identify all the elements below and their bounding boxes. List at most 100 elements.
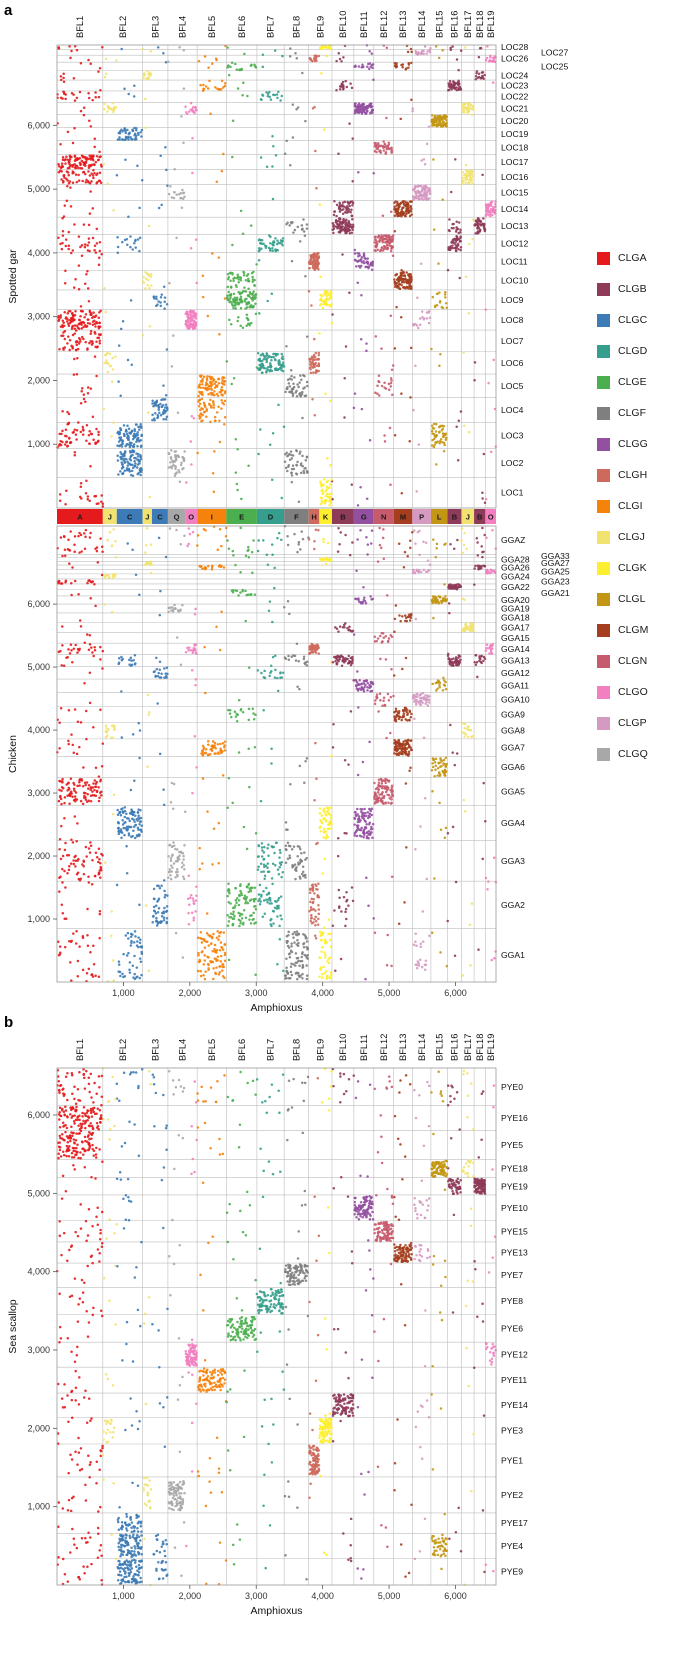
bfl-label-BFL6: BFL6 [237,1039,247,1061]
legend-item-CLGG: CLGG [597,438,648,451]
clg-band-letter: J [108,512,112,521]
clg-band-letter: C [127,512,133,521]
row-label-PYE3: PYE3 [501,1426,523,1436]
legend-item-CLGN: CLGN [597,655,648,668]
row-label-GGA33: GGA33 [541,551,570,561]
bfl-label-BFL6: BFL6 [237,16,247,38]
y-tick-label: 5,000 [27,184,50,194]
chicken-y-axis: 1,000 2,000 3,000 4,000 5,000 6,000 [27,599,57,924]
clg-band-segment-BFL5-I [197,509,227,524]
legend-item-CLGJ: CLGJ [597,531,648,544]
bfl-label-BFL9: BFL9 [316,1039,326,1061]
y-tick-label: 4,000 [27,725,50,735]
row-label-GGA12: GGA12 [501,668,530,678]
row-label-GGA8: GGA8 [501,726,525,736]
clg-band-letter: E [239,512,244,521]
row-label-LOC14: LOC14 [501,204,528,214]
bfl-label-BFL11: BFL11 [359,1034,369,1061]
legend-item-CLGP: CLGP [597,717,648,730]
clg-band-letter: K [323,512,329,521]
panel-a-plot: BFL1 BFL2 BFL3 BFL4 BFL5 BFL6 BFL7 BFL8 BFL9 BFL1… [7,11,570,1014]
bfl-label-BFL17: BFL17 [463,11,473,38]
row-label-GGA22: GGA22 [501,582,530,592]
row-label-GGA10: GGA10 [501,695,530,705]
bfl-label-BFL8: BFL8 [292,1039,302,1061]
row-label-GGA7: GGA7 [501,743,525,753]
clg-band-segment-BFL10-B [331,509,354,524]
legend-label-CLGH: CLGH [618,469,648,481]
legend-item-CLGE: CLGE [597,376,648,389]
clg-band-segment-BFL7-D [256,509,285,524]
row-label-GGA4: GGA4 [501,818,525,828]
bfl-label-BFL2: BFL2 [118,1039,128,1061]
legend-swatch-CLGI [597,500,610,513]
bfl-label-BFL5: BFL5 [207,16,217,38]
amphioxus-chromosome-labels: BFL1 BFL2 BFL3 BFL4 BFL5 BFL6 BFL7 BFL8 BFL9 BFL1… [75,11,496,38]
row-label-PYE5: PYE5 [501,1140,523,1150]
row-label-LOC28: LOC28 [501,42,528,52]
row-label-GGAZ: GGAZ [501,535,525,545]
bfl-label-BFL7: BFL7 [266,16,276,38]
panel-a-label: a [4,2,13,19]
row-label-LOC23: LOC23 [501,80,528,90]
x-tick-label: 6,000 [444,1591,467,1601]
row-label-LOC16: LOC16 [501,172,528,182]
bfl-label-BFL18: BFL18 [475,1034,485,1061]
legend-item-CLGH: CLGH [597,469,648,482]
bfl-label-BFL1: BFL1 [75,1039,85,1061]
row-label-GGA1: GGA1 [501,950,525,960]
row-label-PYE11: PYE11 [501,1375,527,1385]
clg-band-letter: P [419,512,424,521]
clg-band-letter: B [340,512,346,521]
legend-swatch-CLGD [597,345,610,358]
clg-band-segment-BFL11-G [353,509,374,524]
bfl-label-BFL14: BFL14 [417,11,427,38]
row-label-LOC4: LOC4 [501,405,524,415]
row-label-PYE6: PYE6 [501,1323,523,1333]
legend-label-CLGM: CLGM [618,624,649,636]
row-label-LOC2: LOC2 [501,458,524,468]
row-label-PYE0: PYE0 [501,1082,523,1092]
legend-item-CLGA: CLGA [597,252,648,265]
clg-band-letter: F [294,512,299,521]
bfl-label-BFL19: BFL19 [486,1034,496,1061]
legend-label-CLGA: CLGA [618,252,647,264]
row-label-LOC20: LOC20 [501,116,528,126]
clg-band-segment-BFL2-C [116,509,143,524]
legend-label-CLGI: CLGI [618,500,643,512]
bfl-label-BFL13: BFL13 [398,1034,408,1061]
row-label-LOC8: LOC8 [501,315,524,325]
row-label-LOC27: LOC27 [541,47,568,57]
clg-band-segment-BFL16-B [447,509,462,524]
x-tick-label: 5,000 [378,1591,401,1601]
x-axis: 1,000 2,000 3,000 4,000 5,000 6,000 Amphioxus [112,1585,467,1617]
row-label-LOC5: LOC5 [501,381,524,391]
row-label-PYE19: PYE19 [501,1181,528,1191]
legend-label-CLGO: CLGO [618,686,648,698]
panel-b-plot: BFL1 BFL2 BFL3 BFL4 BFL5 BFL6 BFL7 BFL8 BFL9 BFL1… [7,1034,528,1617]
bfl-label-BFL3: BFL3 [150,16,160,38]
clg-band-letter: H [311,512,316,521]
y-tick-label: 6,000 [27,120,50,130]
clg-band-letter: M [400,512,406,521]
legend-swatch-CLGO [597,686,610,699]
x-tick-label: 2,000 [179,988,202,998]
bfl-label-BFL15: BFL15 [434,1034,444,1061]
y-tick-label: 6,000 [27,1110,50,1120]
legend-swatch-CLGM [597,624,610,637]
clg-band-segment-BFL9-H [308,509,320,524]
bfl-label-BFL3: BFL3 [150,1039,160,1061]
bfl-label-BFL2: BFL2 [118,16,128,38]
row-label-LOC11: LOC11 [501,257,528,267]
row-label-LOC10: LOC10 [501,275,528,285]
row-label-GGA14: GGA14 [501,644,530,654]
x-tick-label: 5,000 [378,988,401,998]
bfl-label-BFL9: BFL9 [316,16,326,38]
clg-band-letter: J [145,512,149,521]
bfl-label-BFL16: BFL16 [450,1034,460,1061]
bfl-label-BFL8: BFL8 [292,16,302,38]
clg-band-segment-BFL12-N [373,509,394,524]
row-label-LOC19: LOC19 [501,129,528,139]
legend-item-CLGI: CLGI [597,500,648,513]
